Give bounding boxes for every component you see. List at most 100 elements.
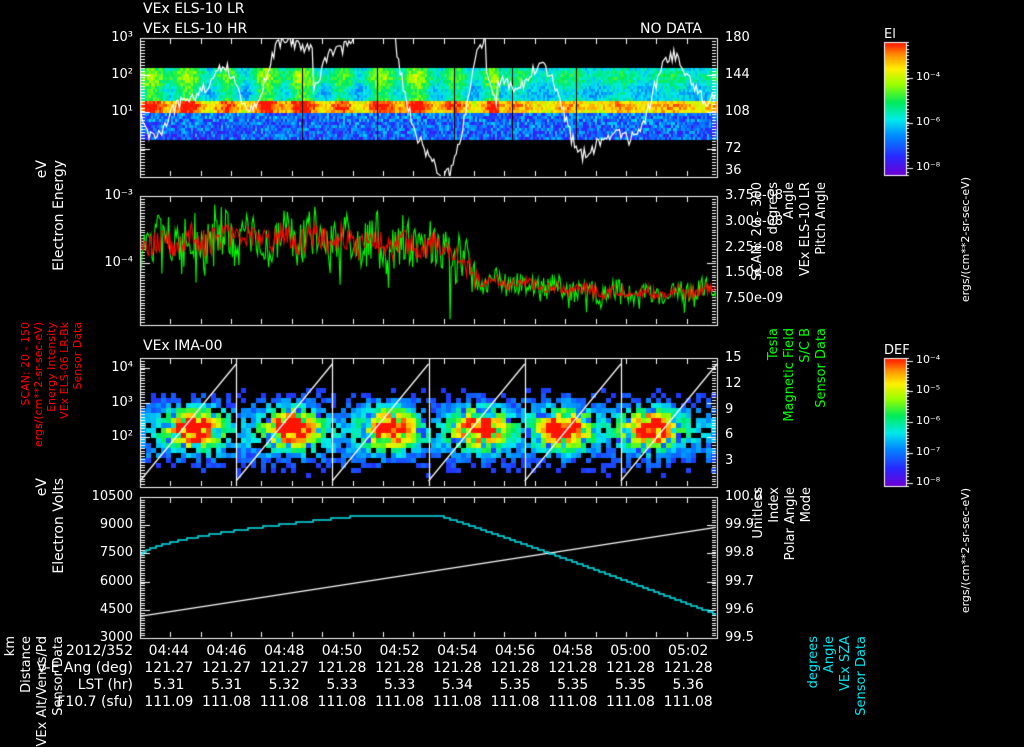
panel1-right-axis-title-1: VEx ELS-10 LR: [798, 182, 813, 277]
panel3-colorbar-tick-4: 10⁻⁸: [916, 475, 941, 489]
panel2-right-axis-title-0: Sensor Data: [814, 328, 829, 408]
timeaxis-cell-f107-4: 111.08: [375, 694, 425, 710]
timeaxis-cell-time-9: 05:02: [667, 643, 709, 659]
timeaxis-cell-f107-5: 111.08: [432, 694, 482, 710]
panel3-right-axis-title-3: Unitless: [751, 487, 766, 539]
panel1-ytick-left-2: 10¹: [111, 103, 133, 119]
panel4-ytick-left-4: 4500: [99, 601, 133, 617]
timeaxis-cell-f107-3: 111.08: [317, 694, 367, 710]
panel1-colorbar-title: El: [884, 27, 896, 42]
panel2-right-axis-title-1: S/C B: [798, 328, 813, 363]
panel4-ytick-left-2: 7500: [99, 545, 133, 561]
panel2-ytick-right-4: 7.50e-09: [725, 291, 784, 307]
panel1-ytick-right-4: 36: [725, 163, 742, 179]
timeaxis-cell-ve_ang-5: 121.28: [432, 660, 482, 676]
timeaxis-cell-f107-0: 111.09: [144, 694, 194, 710]
panel1-right-axis-title-3: degrees: [766, 182, 781, 235]
timeaxis-cell-time-4: 04:52: [379, 643, 420, 659]
timeaxis-cell-time-5: 04:54: [437, 643, 478, 659]
panel4-right-axis-title-2: Angle: [822, 636, 837, 673]
panel3-colorbar-tick-0: 10⁻⁴: [916, 352, 941, 366]
panel1-ytick-right-0: 180: [725, 30, 750, 45]
panel3-colorbar-tick-3: 10⁻⁷: [916, 444, 941, 458]
panel1-title-lr: VEx ELS-10 LR: [143, 1, 245, 17]
timeaxis-cell-f107-1: 111.08: [202, 694, 252, 710]
timeaxis-cell-f107-7: 111.08: [548, 694, 598, 710]
panel3-colorbar-tick-2: 10⁻⁶: [916, 414, 941, 427]
panel3-ytick-right-0: 15: [725, 350, 742, 365]
timeaxis-cell-lst-1: 5.31: [210, 677, 243, 693]
panel1-colorbar-tick-2: 10⁻⁸: [916, 160, 941, 174]
panel3-ytick-right-3: 6: [725, 427, 734, 443]
timeaxis-cell-time-2: 04:48: [264, 643, 305, 659]
panel2-left-axis-title-0: Sensor Data: [71, 322, 84, 390]
panel3-ytick-left-0: 10⁴: [111, 360, 133, 376]
panel1-colorbar-units: ergs/(cm**2-sr-sec-eV): [959, 177, 972, 303]
panel3-right-axis-title-0: Mode: [799, 487, 814, 523]
timeaxis-cell-f107-8: 111.08: [605, 694, 655, 710]
panel1-title-hr: VEx ELS-10 HR: [143, 21, 248, 37]
panel1-left-axis-title-0: Electron Energy: [51, 160, 67, 271]
panel3-ytick-left-2: 10²: [111, 428, 133, 444]
timeaxis-cell-ve_ang-4: 121.28: [375, 660, 425, 676]
timeaxis-cell-time-6: 04:56: [494, 643, 536, 659]
timeaxis-cell-ve_ang-1: 121.27: [202, 660, 252, 676]
panel3-colorbar-units: ergs/(cm**2-sr-sec-eV): [959, 488, 972, 614]
timeaxis-cell-ve_ang-3: 121.28: [317, 660, 367, 676]
panel2-ytick-right-3: 1.50e-08: [725, 265, 784, 281]
panel4-left-axis-title-2: Distance: [19, 636, 34, 693]
panel2-left-axis-title-3: ergs/(cm**2-sr-sec-eV): [32, 322, 45, 448]
panel1-right-axis-title-2: Angle: [782, 182, 797, 219]
panel2-ytick-right-1: 3.00e-08: [725, 213, 784, 229]
timeaxis-cell-ve_ang-2: 121.27: [259, 660, 309, 676]
panel3-colorbar-tick-1: 10⁻⁵: [916, 383, 941, 397]
timeaxis-row-label-2: LST (hr): [77, 677, 133, 693]
timeaxis-row-label-3: F10.7 (sfu): [57, 694, 133, 710]
timeaxis-cell-lst-9: 5.36: [672, 677, 704, 693]
timeaxis-cell-time-1: 04:46: [206, 643, 247, 659]
panel4-right-axis-title-3: degrees: [806, 636, 821, 689]
panel3-right-axis-title-1: Polar Angle: [783, 487, 798, 561]
panel3-ytick-left-1: 10³: [111, 394, 133, 410]
panel2-left-axis-title-2: Energy Intensity: [45, 322, 58, 412]
panel3-right-axis-title-2: Index: [767, 487, 782, 523]
timeaxis-cell-f107-2: 111.08: [259, 694, 309, 710]
panel4-ytick-right-2: 99.8: [725, 545, 754, 561]
timeaxis-cell-ve_ang-0: 121.27: [144, 660, 194, 676]
panel3-left-axis-title-0: Electron Volts: [51, 478, 67, 574]
panel4-right-axis-title-0: Sensor Data: [854, 636, 869, 716]
panel2-ytick-left-1: 10⁻⁴: [104, 255, 133, 271]
panel1-ytick-left-1: 10²: [111, 66, 133, 82]
timeaxis-row-label-0: 2012/352: [65, 643, 133, 659]
timeaxis-cell-lst-6: 5.35: [499, 677, 531, 693]
panel2-ytick-left-0: 10⁻³: [104, 188, 133, 203]
timeaxis-cell-time-8: 05:00: [610, 643, 651, 659]
panel4-ytick-right-1: 99.9: [725, 517, 754, 533]
timeaxis-cell-lst-8: 5.35: [614, 677, 647, 693]
panel2-right-axis-title-3: Tesla: [766, 328, 781, 361]
panel3-ytick-right-4: 3: [725, 453, 734, 469]
panel1-ytick-left-0: 10³: [111, 30, 133, 45]
panel3-ytick-right-2: 9: [725, 401, 734, 417]
panel3-colorbar-title: DEF: [884, 343, 910, 358]
panel4-ytick-right-4: 99.6: [725, 601, 754, 617]
timeaxis-cell-ve_ang-9: 121.28: [663, 660, 713, 676]
panel4-left-axis-title-1: VEx Alt/Venus/Pd: [35, 636, 50, 747]
panel1-ytick-right-1: 144: [725, 66, 750, 82]
panel1-left-axis-title-1: eV: [34, 160, 50, 179]
timeaxis-cell-lst-5: 5.34: [441, 677, 473, 693]
panel4-ytick-right-3: 99.7: [725, 573, 754, 589]
panel1-colorbar-tick-0: 10⁻⁴: [916, 69, 941, 83]
panel2-right-axis-title-2: Magnetic Field: [782, 328, 797, 422]
timeaxis-cell-ve_ang-6: 121.28: [490, 660, 540, 676]
timeaxis-cell-lst-2: 5.32: [268, 677, 300, 693]
panel2-ytick-right-0: 3.75e-08: [725, 188, 784, 203]
panel2-left-axis-title-4: SCAN: 20 - 150: [19, 322, 32, 406]
timeaxis-row-label-1: V-E Ang (deg): [36, 660, 133, 676]
timeaxis-cell-time-0: 04:44: [148, 643, 190, 659]
panel4-ytick-left-3: 6000: [99, 573, 133, 589]
panel1-right-axis-title-4: SCAN: 20 - 300: [750, 182, 765, 281]
panel4-left-axis-title-3: km: [3, 636, 18, 657]
panel1-nodata-label: NO DATA: [640, 21, 703, 37]
